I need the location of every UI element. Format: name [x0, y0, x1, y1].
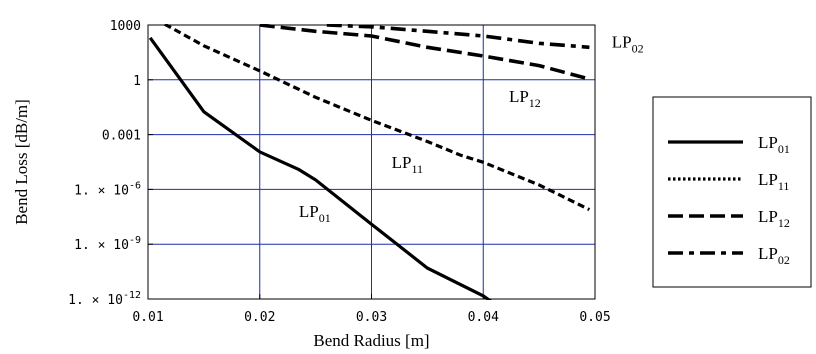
legend-entry-main: LP [758, 207, 778, 226]
annotation-main: LP [299, 202, 319, 221]
y-tick-label: 1. ⨯ 10-12 [68, 290, 141, 308]
y-tick-mantissa: 1. ⨯ 10 [74, 238, 129, 253]
annotation-LP12: LP12 [509, 87, 541, 110]
legend-entry-main: LP [758, 133, 778, 152]
legend-entry-main: LP [758, 244, 778, 263]
y-tick-exponent: -12 [123, 290, 141, 301]
legend-entry-sub: 02 [778, 253, 790, 267]
annotation-main: LP [392, 153, 412, 172]
annotation-LP11: LP11 [392, 153, 423, 176]
legend-entry-sub: 12 [778, 216, 790, 230]
y-tick-mantissa: 1. ⨯ 10 [68, 293, 123, 308]
annotation-sub: 11 [411, 162, 423, 176]
legend-entry-sub: 01 [778, 142, 790, 156]
annotation-sub: 02 [632, 41, 644, 55]
x-tick-label: 0.01 [132, 310, 163, 325]
legend-entry-LP11: LP11 [758, 170, 789, 193]
legend-entry-LP12: LP12 [758, 207, 790, 230]
x-tick-label: 0.04 [468, 310, 499, 325]
series-LP12-line [259, 24, 590, 81]
legend-box [652, 96, 812, 288]
y-tick-label: 1000 [110, 19, 141, 34]
series-LP02-line [326, 24, 590, 50]
annotation-main: LP [509, 87, 529, 106]
y-axis-label: Bend Loss [dB/m] [12, 99, 31, 225]
annotation-LP02: LP02 [612, 32, 644, 55]
series-layer [148, 24, 591, 300]
y-tick-exponent: -9 [129, 235, 141, 246]
annotation-sub: 01 [319, 211, 331, 225]
annotation-sub: 12 [529, 96, 541, 110]
x-tick-label: 0.05 [579, 310, 610, 325]
y-tick-label: 1 [133, 74, 141, 89]
x-axis-ticks: 0.01 0.02 0.03 0.04 0.05 [132, 294, 611, 325]
annotation-main: LP [612, 32, 632, 51]
legend-entry-main: LP [758, 170, 778, 189]
y-tick-mantissa: 1. ⨯ 10 [74, 183, 129, 198]
y-tick-label: 0.001 [102, 129, 141, 144]
series-LP01-line [148, 36, 492, 300]
x-tick-label: 0.03 [356, 310, 387, 325]
grid-lines [148, 25, 595, 299]
x-axis-label: Bend Radius [m] [313, 331, 429, 350]
y-tick-exponent: -6 [129, 180, 141, 191]
x-tick-label: 0.02 [244, 310, 275, 325]
legend-entry-LP02: LP02 [758, 244, 790, 267]
legend-entry-LP01: LP01 [758, 133, 790, 156]
series-LP11-line [164, 24, 591, 212]
legend-entry-sub: 11 [778, 179, 790, 193]
annotation-LP01: LP01 [299, 202, 331, 225]
y-tick-label: 1. ⨯ 10-6 [74, 180, 141, 198]
y-tick-label: 1. ⨯ 10-9 [74, 235, 141, 253]
